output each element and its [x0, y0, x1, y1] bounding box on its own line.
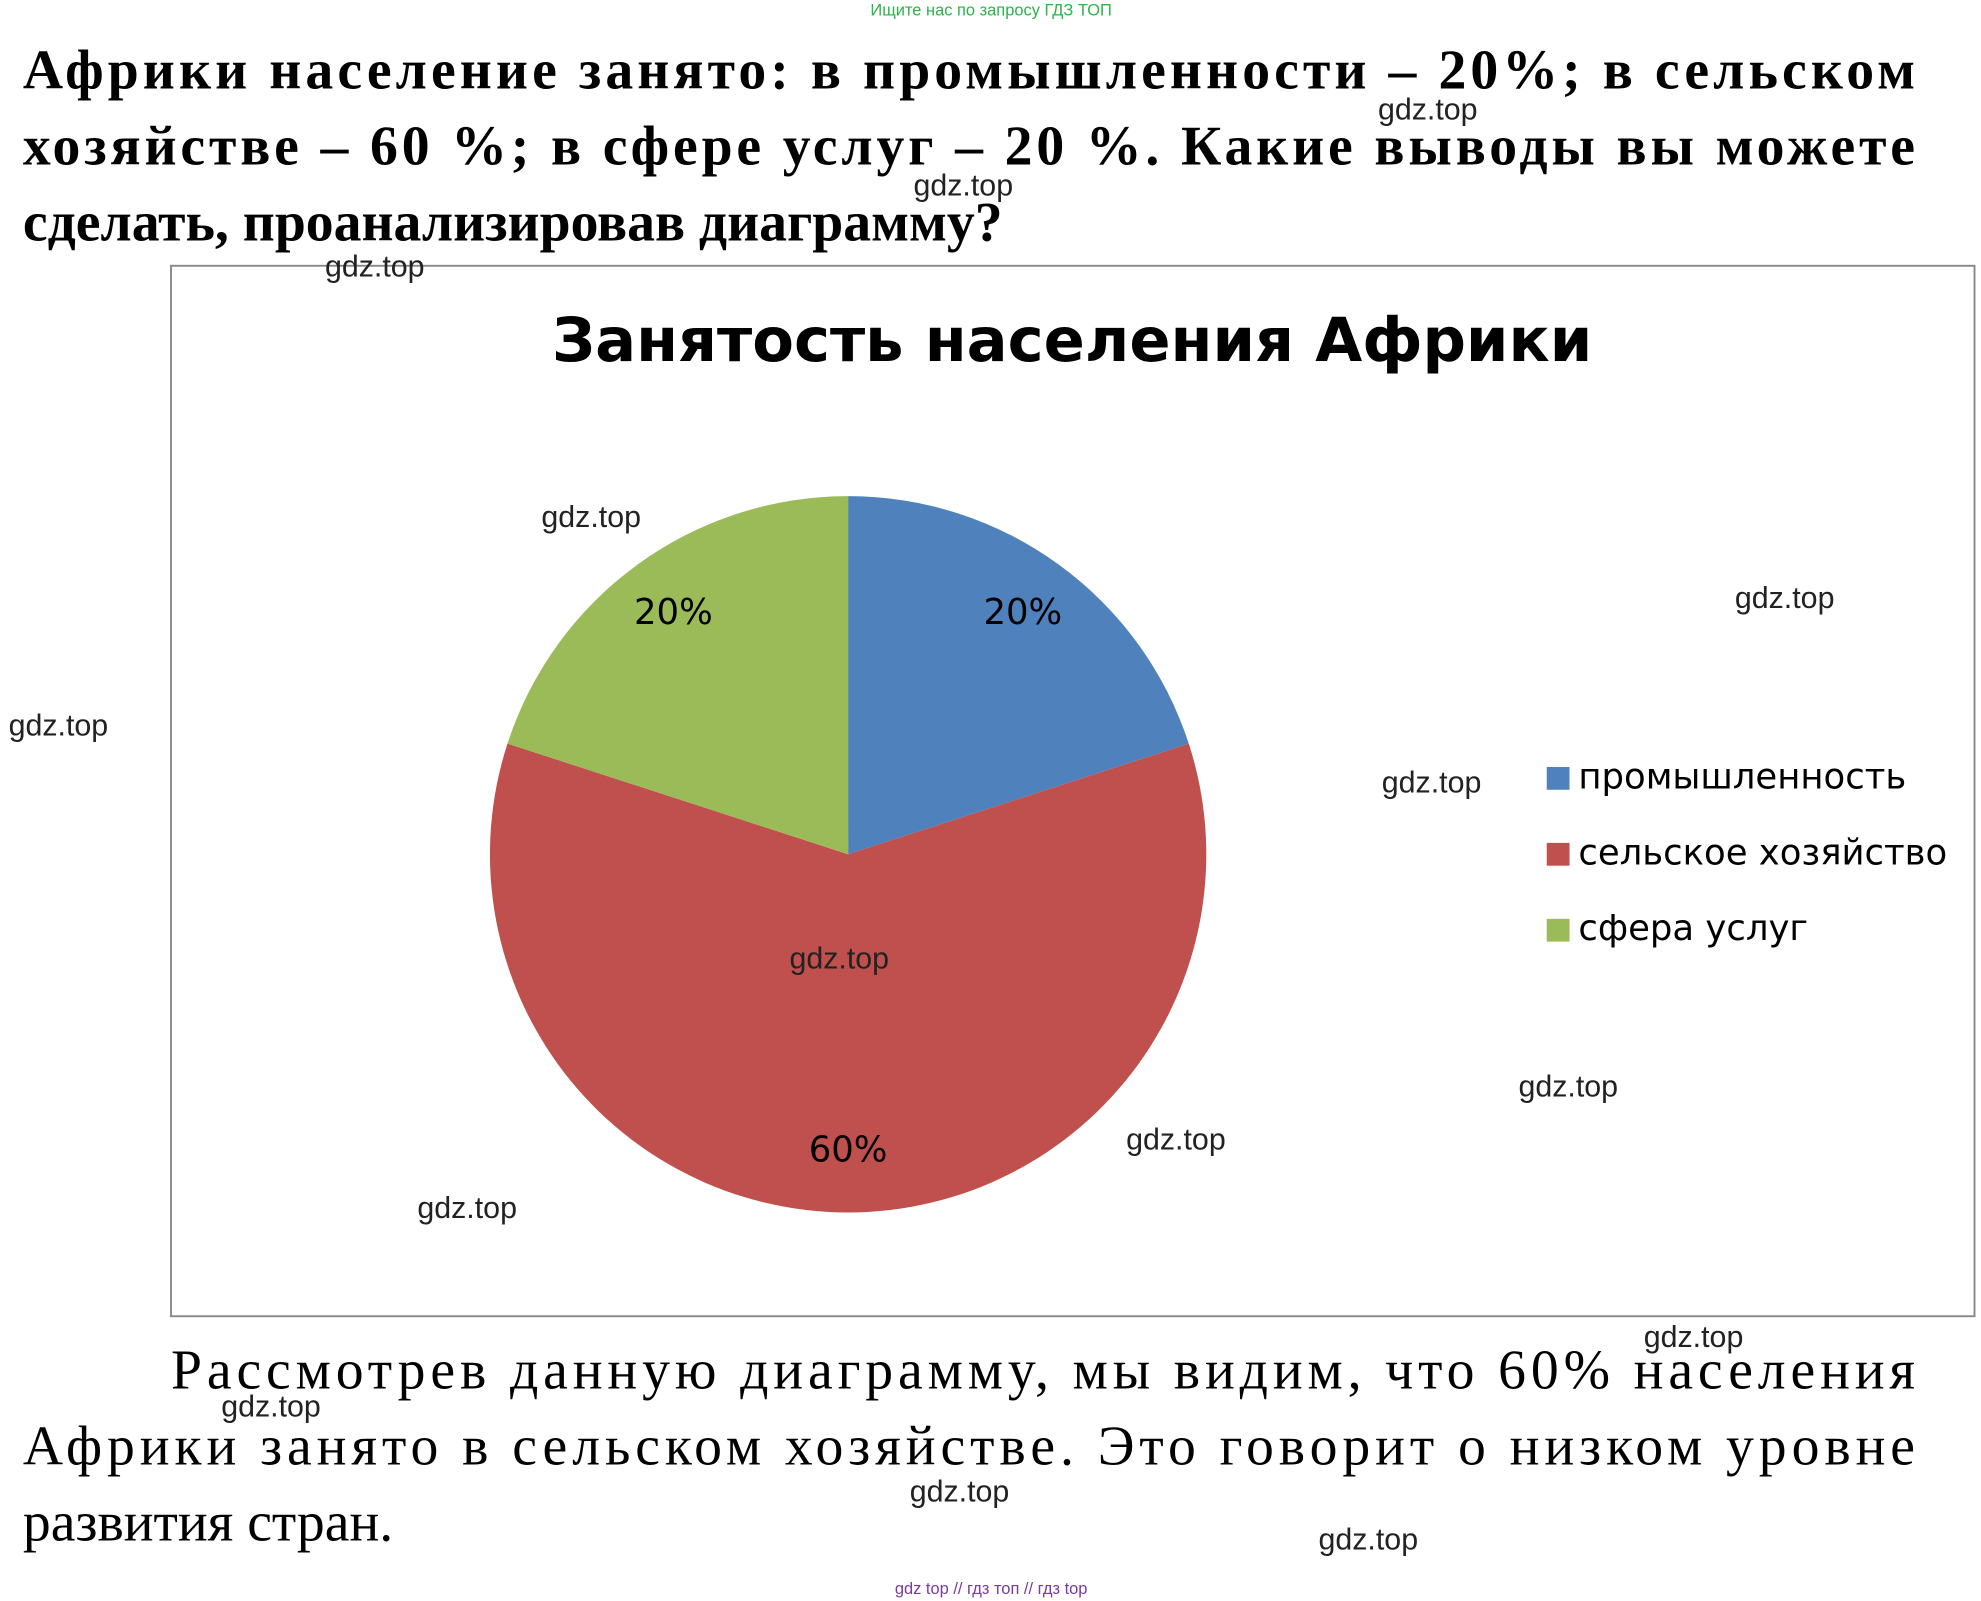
legend: промышленность сельское хозяйство сфера ус…	[1546, 756, 1947, 949]
footer: gdz top // гдз топ // гдз top	[895, 1580, 1088, 1598]
watermark: gdz.top	[1735, 582, 1835, 615]
legend-label: сфера услуг	[1578, 908, 1808, 949]
chart-title: Занятость населения Африки	[552, 306, 1592, 376]
legend-swatch	[1546, 918, 1570, 942]
legend-swatch	[1546, 766, 1570, 790]
watermark: gdz.top	[789, 943, 889, 976]
pie-slice	[848, 496, 1189, 855]
watermark: gdz.top	[9, 710, 109, 743]
watermark: gdz.top	[1644, 1321, 1744, 1354]
legend-label: сельское хозяйство	[1578, 832, 1947, 873]
legend-label: промышленность	[1578, 756, 1906, 797]
pie-slice	[489, 743, 1207, 1213]
watermark: gdz.top	[541, 501, 641, 534]
watermark: gdz.top	[1382, 767, 1482, 800]
watermark: gdz.top	[1318, 1524, 1418, 1557]
answer-line: Рассмотрев данную диаграмму, мы видим, ч…	[171, 1339, 1915, 1401]
answer-line: развития стран.	[23, 1491, 393, 1553]
watermark: gdz.top	[910, 1475, 1010, 1508]
question-line: сделать, проанализировав диаграмму?	[23, 191, 1003, 253]
watermark: gdz.top	[913, 169, 1013, 202]
pie: 20% 60% 20%	[489, 496, 1207, 1213]
slice-label: 60%	[809, 1130, 888, 1171]
watermark: gdz.top	[1378, 93, 1478, 126]
pie-slice	[507, 496, 849, 855]
slice-label: 20%	[634, 592, 713, 633]
watermark: gdz.top	[325, 250, 425, 283]
legend-swatch	[1546, 842, 1570, 866]
watermark: gdz.top	[1126, 1124, 1226, 1157]
slice-label: 20%	[983, 592, 1062, 633]
watermark: gdz.top	[417, 1192, 517, 1225]
answer-line: Африки занято в сельском хозяйстве. Это …	[23, 1415, 1915, 1477]
question-line: Африки население занято: в промышленност…	[23, 40, 1915, 102]
question-line: хозяйстве – 60 %; в сфере услуг – 20 %. …	[23, 116, 1915, 178]
header: Ищите нас по запросу ГДЗ ТОП	[870, 2, 1111, 20]
watermark: gdz.top	[221, 1391, 321, 1424]
watermark: gdz.top	[1518, 1070, 1618, 1103]
